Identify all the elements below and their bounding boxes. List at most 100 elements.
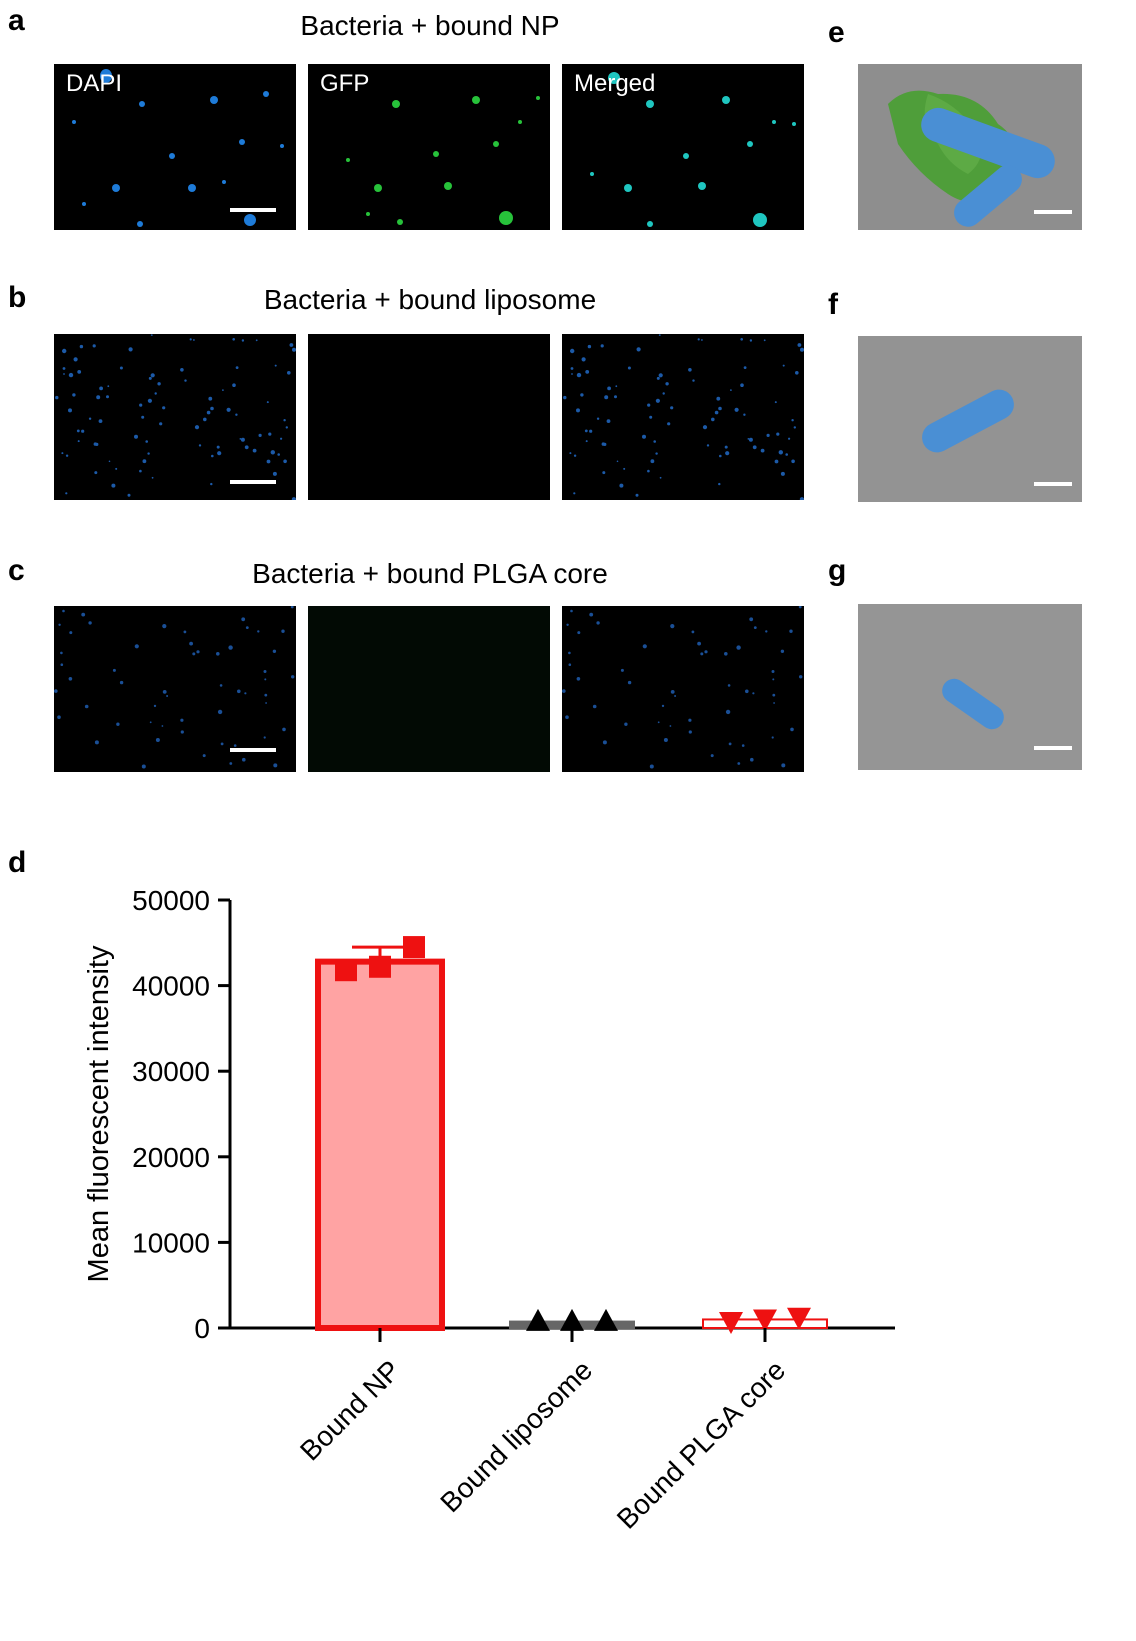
bacterium-dot (780, 649, 785, 653)
bacterium-dot (55, 395, 59, 400)
micrograph-b-dapi (54, 334, 296, 500)
bacterium-dot (232, 383, 236, 387)
data-point (719, 1312, 743, 1335)
bacterium-dot (780, 471, 785, 476)
bacterium-dot (763, 339, 766, 342)
bacterium-dot (139, 403, 143, 407)
bacterium-dot (266, 459, 271, 464)
micrograph-b-gfp (308, 334, 550, 500)
bacterium-dot (711, 417, 715, 422)
bacterium-dot (662, 392, 665, 395)
bacterium-dot (216, 652, 220, 656)
bacterium-dot (635, 493, 639, 497)
bacterium-dot (92, 344, 96, 348)
bacterium-dot (663, 738, 668, 742)
bacterium-dot (642, 644, 647, 649)
bacterium-dot (270, 450, 275, 455)
bacterium-dot (244, 692, 247, 695)
bacterium-dot (220, 742, 224, 746)
bacterium-dot (268, 432, 272, 436)
bacterium-dot (147, 398, 152, 403)
bacterium-dot (148, 376, 152, 380)
bacterium-dot (255, 339, 258, 342)
row-title-np: Bacteria + bound NP (300, 10, 560, 41)
bacterium-dot (62, 609, 65, 613)
bacterium-dot (61, 452, 64, 455)
bacterium-dot (264, 678, 267, 681)
bacterium-dot (749, 617, 754, 622)
channel-label-dapi: DAPI (66, 70, 123, 97)
bacterium-dot (570, 609, 573, 613)
bacterium-dot (692, 379, 695, 382)
bacterium-dot (291, 675, 295, 679)
bacterium-dot (272, 471, 277, 476)
bacterium-dot (791, 419, 794, 422)
bacterium-dot (219, 684, 223, 687)
bacterium-dot (150, 334, 153, 336)
data-point (403, 936, 425, 959)
bacterium-dot (81, 612, 86, 617)
bacterium-dot (653, 440, 656, 443)
bacterium-dot (111, 483, 116, 488)
bacterium-dot (68, 677, 73, 681)
bacterium-dot (235, 413, 238, 416)
bacterium-dot (697, 338, 700, 341)
panel-label-b: b (8, 281, 27, 314)
bacterium-dot (147, 452, 150, 455)
bacterium-dot (252, 448, 257, 453)
bacterium-dot (785, 453, 788, 456)
bacterium-dot (569, 452, 572, 455)
bacterium-dot (151, 476, 154, 479)
bacterium-dot (93, 442, 97, 446)
bacterium-dot (180, 368, 184, 372)
bacterium-dot (747, 438, 750, 440)
bacterium-dot (62, 348, 67, 354)
bacterium-dot (601, 442, 605, 446)
bacterium-dot (718, 482, 721, 486)
bacterium-dot (96, 395, 101, 400)
bacterium-dot (81, 429, 85, 433)
bacterium-dot (208, 396, 213, 401)
bacterium-dot (576, 408, 580, 413)
bacterium-dot (77, 440, 80, 443)
bacterium-dot (716, 396, 721, 401)
bacterium-dot (233, 744, 237, 747)
bacterium-dot (649, 764, 654, 769)
bacterium-dot (725, 451, 730, 456)
bacterium-dot (670, 690, 675, 694)
bacterium-dot (194, 425, 200, 430)
bacterium-dot (196, 650, 200, 654)
bacterium-dot (581, 357, 586, 362)
bacterium-dot (624, 722, 628, 726)
bacterium-dot (743, 413, 746, 416)
bacterium-dot (734, 407, 739, 412)
y-tick-label: 40000 (132, 971, 210, 1002)
bacterium-dot (797, 343, 802, 347)
bacterium-dot (772, 678, 775, 681)
bacterium-dot (283, 419, 286, 422)
bacterium-dot (674, 695, 677, 697)
bacterium-dot (658, 334, 661, 336)
bacterium-dot (602, 471, 606, 475)
bar-0 (315, 958, 445, 1332)
bacterium-dot (607, 386, 611, 391)
bacterium-dot (277, 453, 280, 456)
data-point (369, 955, 391, 978)
y-tick-label: 30000 (132, 1056, 210, 1087)
bacterium-dot (788, 437, 791, 440)
bacterium-dot (576, 677, 581, 681)
bacterium-dot (661, 704, 665, 708)
panel-label-g: g (828, 554, 847, 587)
bacterium-dot (241, 339, 245, 342)
bacterium-dot (153, 704, 157, 708)
bacterium-dot (740, 383, 744, 387)
bacterium-dot (134, 434, 138, 439)
bacterium-dot (752, 445, 757, 450)
bacterium-dot (116, 722, 120, 726)
bacterium-dot (615, 385, 618, 388)
bacterium-dot (198, 444, 202, 447)
bacterium-dot (161, 725, 164, 727)
bacterium-dot (568, 663, 572, 666)
sem-image-f (858, 336, 1082, 502)
bacterium-dot (620, 668, 624, 672)
